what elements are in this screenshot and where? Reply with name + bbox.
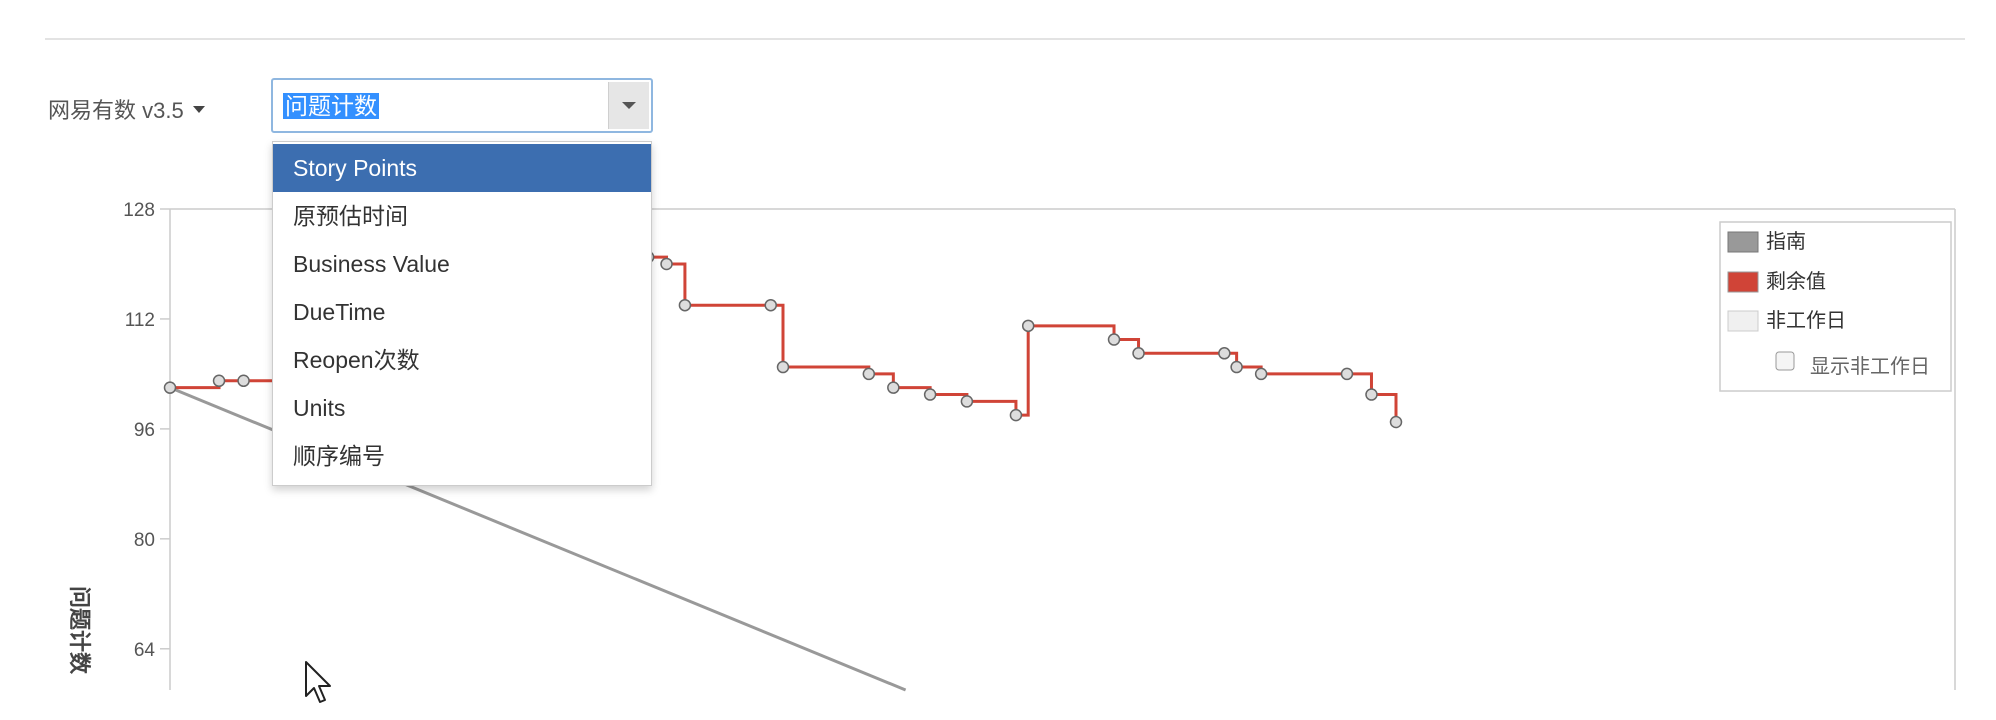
statistic-select-value: 问题计数 <box>283 93 379 119</box>
y-tick-label-1: 112 <box>125 310 155 331</box>
remaining-point-1[interactable] <box>212 374 226 388</box>
option-business-value[interactable]: Business Value <box>293 251 450 277</box>
remaining-point-13[interactable] <box>960 395 974 408</box>
remaining-point-19[interactable] <box>1230 360 1243 374</box>
remaining-point-23[interactable] <box>1389 415 1403 429</box>
mouse-cursor-icon <box>305 661 331 703</box>
statistic-dropdown: Story Points 原预估时间 Business Value DueTim… <box>272 141 652 486</box>
y-axis-ticks: 128 112 96 80 64 <box>123 200 170 661</box>
remaining-point-11[interactable] <box>887 381 900 394</box>
option-reopen-count[interactable]: Reopen次数 <box>293 347 420 373</box>
legend-label-nonworking: 非工作日 <box>1766 309 1846 332</box>
show-nonworking-checkbox[interactable] <box>1775 351 1795 371</box>
remaining-point-22[interactable] <box>1365 388 1378 401</box>
remaining-point-8[interactable] <box>764 298 777 312</box>
remaining-point-6[interactable] <box>660 257 673 271</box>
legend-swatch-remaining <box>1727 271 1759 293</box>
y-tick-label-2: 96 <box>134 420 155 441</box>
remaining-point-18[interactable] <box>1218 347 1231 360</box>
remaining-point-2[interactable] <box>237 374 250 388</box>
remaining-point-9[interactable] <box>776 360 790 374</box>
legend-swatch-guideline <box>1727 231 1759 253</box>
statistic-select[interactable]: 问题计数 <box>271 78 653 133</box>
y-axis-label: 问题计数 <box>67 586 92 675</box>
show-nonworking-label: 显示非工作日 <box>1810 355 1930 378</box>
remaining-point-7[interactable] <box>678 298 692 312</box>
caret-down-icon <box>192 105 205 113</box>
option-duetime[interactable]: DueTime <box>293 299 386 325</box>
y-tick-label-0: 128 <box>123 200 155 221</box>
top-divider <box>45 38 1965 40</box>
remaining-point-21[interactable] <box>1340 367 1354 381</box>
option-units[interactable]: Units <box>293 395 346 421</box>
board-selector-label: 网易有数 v3.5 <box>48 98 184 123</box>
legend-swatch-nonworking <box>1727 310 1759 332</box>
chevron-down-icon[interactable] <box>608 82 649 129</box>
remaining-point-17[interactable] <box>1132 347 1145 360</box>
legend-label-guideline: 指南 <box>1766 230 1806 253</box>
option-story-points[interactable]: Story Points <box>273 144 651 192</box>
legend-label-remaining: 剩余值 <box>1766 270 1826 293</box>
chart-legend: 指南 剩余值 非工作日 显示非工作日 <box>1719 221 1952 392</box>
remaining-point-16[interactable] <box>1107 333 1121 346</box>
option-original-estimate[interactable]: 原预估时间 <box>293 203 408 229</box>
remaining-point-14[interactable] <box>1009 408 1023 422</box>
remaining-point-0[interactable] <box>163 381 177 394</box>
remaining-point-20[interactable] <box>1254 367 1268 381</box>
y-tick-label-3: 80 <box>134 530 155 551</box>
board-selector[interactable]: 网易有数 v3.5 <box>48 93 205 125</box>
remaining-point-10[interactable] <box>862 367 876 381</box>
option-sequence-number[interactable]: 顺序编号 <box>293 443 385 469</box>
remaining-point-12[interactable] <box>923 388 937 401</box>
y-tick-label-4: 64 <box>134 640 156 661</box>
remaining-point-15[interactable] <box>1021 319 1035 333</box>
